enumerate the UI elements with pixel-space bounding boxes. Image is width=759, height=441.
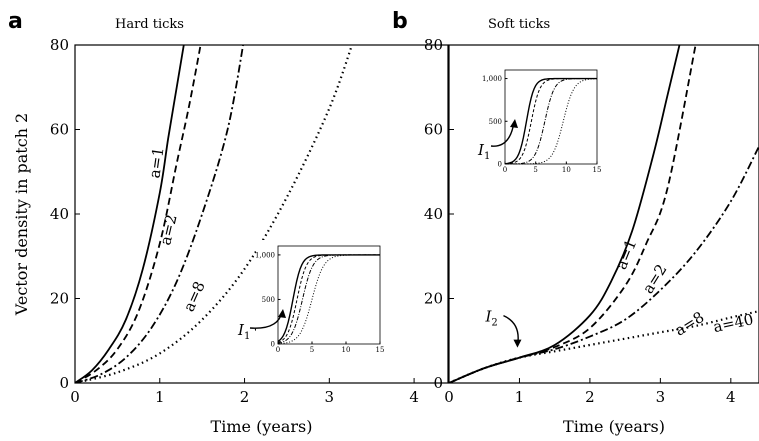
inset-frame [504, 69, 598, 165]
inset-arrow-label: I1 [237, 321, 250, 342]
curve-label: a=40 [712, 310, 755, 336]
annotation-sub: 2 [491, 318, 497, 329]
inset-series-line [504, 78, 597, 165]
inset-x-tick-label: 0 [503, 166, 507, 174]
series-line-a=8 [449, 145, 759, 383]
x-tick-label: 3 [656, 388, 666, 406]
y-tick-label: 80 [50, 36, 69, 54]
inset-y-tick-label: 500 [489, 118, 502, 126]
curve-label: a=8 [180, 279, 209, 315]
series-line-a=1 [75, 45, 185, 383]
inset-x-tick-label: 0 [276, 346, 280, 354]
inset-x-tick-label: 10 [342, 346, 351, 354]
inset-y-tick-label: 0 [498, 161, 502, 169]
x-axis-label: Time (years) [211, 417, 313, 436]
inset-arrow-label: I1 [477, 141, 490, 162]
inset-arrowhead [510, 119, 518, 128]
inset-frame [277, 245, 381, 345]
inset-arrowhead [278, 309, 286, 318]
inset-background [256, 240, 386, 356]
curve-label: a=2 [156, 213, 181, 247]
inset-series-line [505, 78, 598, 165]
inset-arrow-sub: 1 [484, 151, 490, 162]
curve-label: a=1 [612, 237, 640, 273]
inset-y-tick-label: 500 [262, 296, 275, 304]
annotation-main: I [484, 308, 492, 326]
x-tick-label: 2 [585, 388, 595, 406]
inset-x-tick-label: 15 [376, 346, 385, 354]
inset-x-tick-label: 15 [593, 166, 602, 174]
curve-label: a=8 [671, 308, 707, 340]
y-tick-label: 60 [50, 121, 69, 139]
series-line-a=2 [449, 45, 697, 383]
x-tick-label: 0 [444, 388, 454, 406]
curve-label: a=1 [145, 146, 167, 179]
y-tick-label: 60 [424, 121, 443, 139]
annotation-label: I2 [484, 308, 497, 329]
annotation-arrowhead [513, 339, 522, 348]
x-tick-label: 1 [155, 388, 165, 406]
y-tick-label: 20 [50, 290, 69, 308]
y-tick-label: 80 [424, 36, 443, 54]
inset-background [483, 64, 603, 176]
series-line-a=40 [75, 45, 354, 383]
inset-x-tick-label: 5 [533, 166, 537, 174]
inset-arrow-main: I [237, 321, 245, 339]
y-axis-label: Vector density in patch 2 [12, 113, 31, 316]
y-tick-label: 0 [433, 374, 443, 392]
series-line-a=8 [75, 45, 245, 383]
series-group [75, 45, 354, 383]
y-tick-label: 20 [424, 290, 443, 308]
x-tick-label: 4 [726, 388, 736, 406]
x-tick-label: 1 [515, 388, 525, 406]
x-tick-label: 4 [409, 388, 419, 406]
series-group [449, 45, 759, 383]
panel-title: Soft ticks [488, 17, 550, 32]
x-axis-label: Time (years) [563, 417, 665, 436]
inset-x-tick-label: 5 [310, 346, 314, 354]
curve-label: a=2 [639, 261, 671, 297]
series-line-a=2 [75, 45, 202, 383]
inset-series-line [277, 254, 380, 345]
panel-letter: b [392, 9, 408, 34]
y-tick-label: 40 [424, 205, 443, 223]
panel-letter: a [8, 9, 23, 34]
inset-series-line [277, 254, 380, 343]
inset-y-tick-label: 1,000 [482, 75, 502, 83]
x-tick-label: 2 [240, 388, 250, 406]
inset-arrow-sub: 1 [244, 331, 250, 342]
y-tick-label: 0 [59, 374, 69, 392]
inset-y-tick-label: 1,000 [255, 251, 275, 259]
x-tick-label: 3 [325, 388, 335, 406]
inset-arrow-main: I [477, 141, 485, 159]
inset-y-tick-label: 0 [271, 341, 275, 349]
inset: 0 5 10 15 0 500 1,000 [482, 64, 603, 176]
x-tick-label: 0 [70, 388, 80, 406]
inset: 0 5 10 15 0 500 1,000 [255, 240, 386, 356]
inset-x-tick-label: 10 [562, 166, 571, 174]
panel-title: Hard ticks [115, 17, 184, 32]
y-tick-label: 40 [50, 205, 69, 223]
inset-series-line [277, 254, 380, 344]
